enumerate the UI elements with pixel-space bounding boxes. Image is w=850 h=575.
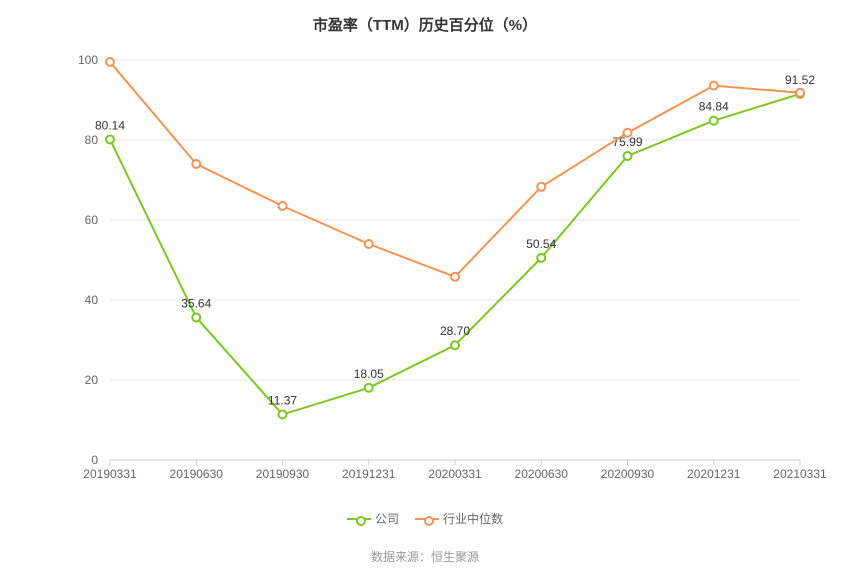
x-axis-tick-label: 20200930 (601, 467, 655, 481)
x-axis-tick-label: 20190331 (83, 467, 137, 481)
series-marker (537, 254, 545, 262)
x-axis-tick-label: 20210331 (773, 467, 827, 481)
data-point-label: 91.52 (785, 73, 815, 87)
series-marker (365, 384, 373, 392)
series-marker (192, 313, 200, 321)
data-point-label: 50.54 (526, 237, 556, 251)
x-axis-tick-label: 20200331 (428, 467, 482, 481)
chart-source-note: 数据来源：恒生聚源 (0, 548, 850, 565)
series-marker (451, 273, 459, 281)
series-marker (796, 89, 804, 97)
series-line (110, 94, 800, 415)
data-point-label: 18.05 (354, 367, 384, 381)
series-marker (192, 160, 200, 168)
series-marker (279, 202, 287, 210)
series-marker (710, 82, 718, 90)
x-axis-tick-label: 20191231 (342, 467, 396, 481)
y-axis-tick-label: 60 (85, 213, 99, 227)
y-axis-tick-label: 40 (85, 293, 99, 307)
series-marker (106, 58, 114, 66)
series-marker (624, 129, 632, 137)
data-point-label: 80.14 (95, 118, 125, 132)
series-marker (537, 183, 545, 191)
series-marker (710, 117, 718, 125)
data-point-label: 84.84 (699, 100, 729, 114)
legend-item[interactable]: 公司 (347, 510, 399, 527)
data-point-label: 28.70 (440, 324, 470, 338)
series-marker (106, 135, 114, 143)
data-point-label: 11.37 (268, 394, 297, 408)
series-marker (624, 152, 632, 160)
y-axis-tick-label: 0 (91, 453, 98, 467)
legend-marker-icon (347, 513, 371, 525)
y-axis-tick-label: 80 (85, 133, 99, 147)
x-axis-tick-label: 20201231 (687, 467, 741, 481)
data-point-label: 35.64 (181, 296, 211, 310)
series-marker (451, 341, 459, 349)
series-marker (279, 411, 287, 419)
series-line (110, 62, 800, 277)
x-axis-tick-label: 20190930 (256, 467, 310, 481)
legend-item[interactable]: 行业中位数 (415, 510, 503, 527)
chart-plot-area: 0 20 40 60 80 100 20190331 20190630 20190930 2019… (0, 0, 850, 575)
chart-legend: 公司 行业中位数 (0, 510, 850, 528)
y-axis-tick-label: 20 (85, 373, 99, 387)
legend-marker-icon (415, 513, 439, 525)
x-axis-tick-label: 20190630 (170, 467, 224, 481)
y-axis-tick-label: 100 (78, 53, 98, 67)
legend-label: 行业中位数 (443, 510, 503, 527)
x-axis-tick-label: 20200630 (515, 467, 569, 481)
series-marker (365, 240, 373, 248)
legend-label: 公司 (375, 510, 399, 527)
